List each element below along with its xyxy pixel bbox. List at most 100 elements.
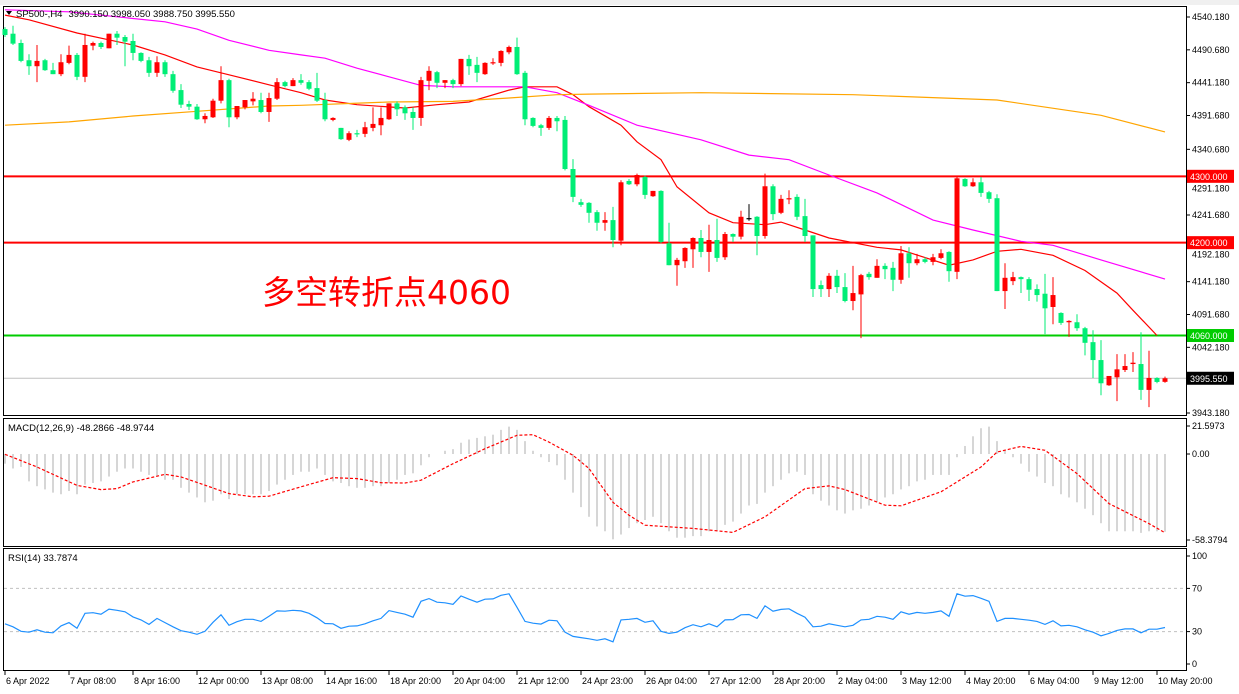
ohlc-readout: 3990.150 3998.050 3988.750 3995.550 (68, 9, 234, 20)
candle-body (618, 182, 624, 241)
candle (338, 127, 344, 140)
candle (858, 273, 864, 339)
candle-body (682, 247, 688, 262)
rsi-pane[interactable] (3, 548, 1187, 671)
candle (394, 101, 400, 116)
candle-body (1122, 366, 1128, 371)
candle-body (394, 103, 400, 110)
candle (954, 176, 960, 280)
candle-body (554, 117, 560, 122)
time-axis-label: 2 May 04:00 (838, 676, 888, 686)
candle (1114, 354, 1120, 402)
candle-body (258, 100, 264, 112)
candle (418, 76, 424, 126)
candle (314, 72, 320, 103)
candle-body (322, 100, 328, 120)
time-axis-label: 24 Apr 23:00 (582, 676, 633, 686)
candle (826, 273, 832, 298)
candle-body (58, 62, 64, 75)
candle-body (930, 257, 936, 262)
macd-pane[interactable] (3, 418, 1187, 547)
candle (722, 232, 728, 260)
candle-body (506, 46, 512, 53)
price-pane[interactable] (2, 6, 1187, 416)
candle (18, 39, 24, 63)
candle (98, 41, 104, 49)
candle (570, 159, 576, 203)
candle (538, 123, 544, 136)
candle (978, 176, 984, 197)
candle (578, 198, 584, 207)
candle-body (386, 103, 392, 120)
candle (410, 107, 416, 130)
candle-body (650, 190, 656, 197)
candle (498, 50, 504, 67)
candle (930, 253, 936, 266)
time-axis-label: 28 Apr 20:00 (774, 676, 825, 686)
time-axis-label: 9 May 12:00 (1094, 676, 1144, 686)
candle (122, 35, 128, 67)
candle (546, 115, 552, 130)
candle (770, 184, 776, 221)
candle (402, 105, 408, 120)
candle-body (922, 259, 928, 262)
candle-body (642, 176, 648, 195)
candle (738, 210, 744, 240)
candle (522, 70, 528, 126)
candle (994, 194, 1000, 292)
time-axis-label: 13 Apr 08:00 (262, 676, 313, 686)
level-price-tag-label: 4200.000 (1190, 238, 1228, 248)
candle (650, 190, 656, 197)
candle-body (538, 125, 544, 128)
candle (898, 245, 904, 284)
candle-body (978, 182, 984, 193)
candle-body (882, 265, 888, 270)
candle-body (1042, 293, 1048, 309)
candle (34, 44, 40, 83)
candle-body (106, 33, 112, 49)
candle-body (866, 273, 872, 278)
candle (210, 98, 216, 118)
candle (1106, 375, 1112, 386)
candle (730, 233, 736, 242)
candle-body (746, 218, 752, 220)
candle (698, 230, 704, 258)
candle-body (522, 72, 528, 120)
candle (1066, 320, 1072, 337)
candle-body (146, 60, 152, 73)
rsi-pane-frame (3, 548, 1187, 671)
candle-body (666, 243, 672, 266)
candle (666, 222, 672, 266)
time-axis-label: 27 Apr 12:00 (710, 676, 761, 686)
candle (82, 33, 88, 83)
candle (1154, 377, 1160, 384)
candle (130, 33, 136, 61)
candle (1090, 330, 1096, 378)
candle-body (418, 80, 424, 118)
candle-body (362, 127, 368, 134)
candle (962, 178, 968, 187)
candle-body (1058, 312, 1064, 323)
candle (1074, 314, 1080, 331)
candle-body (138, 52, 144, 61)
candle-body (298, 80, 304, 83)
candle-body (842, 287, 848, 302)
price-axis-label: 4291.180 (1192, 183, 1230, 193)
price-axis-label: 4141.180 (1192, 277, 1230, 287)
time-axis-label: 8 Apr 16:00 (134, 676, 180, 686)
triangle-down-icon[interactable] (6, 11, 12, 15)
candle (1082, 326, 1088, 356)
candle-body (266, 98, 272, 112)
time-axis-label: 18 Apr 20:00 (390, 676, 441, 686)
level-price-tag (1187, 329, 1234, 343)
candle-body (970, 182, 976, 187)
candle-body (562, 119, 568, 170)
level-price-tag (1187, 236, 1234, 250)
candle (330, 117, 336, 122)
candle (658, 190, 664, 244)
macd-axis-label: -58.3794 (1192, 535, 1228, 545)
candle (138, 52, 144, 63)
time-axis-label: 12 Apr 00:00 (198, 676, 249, 686)
candle-body (786, 198, 792, 200)
